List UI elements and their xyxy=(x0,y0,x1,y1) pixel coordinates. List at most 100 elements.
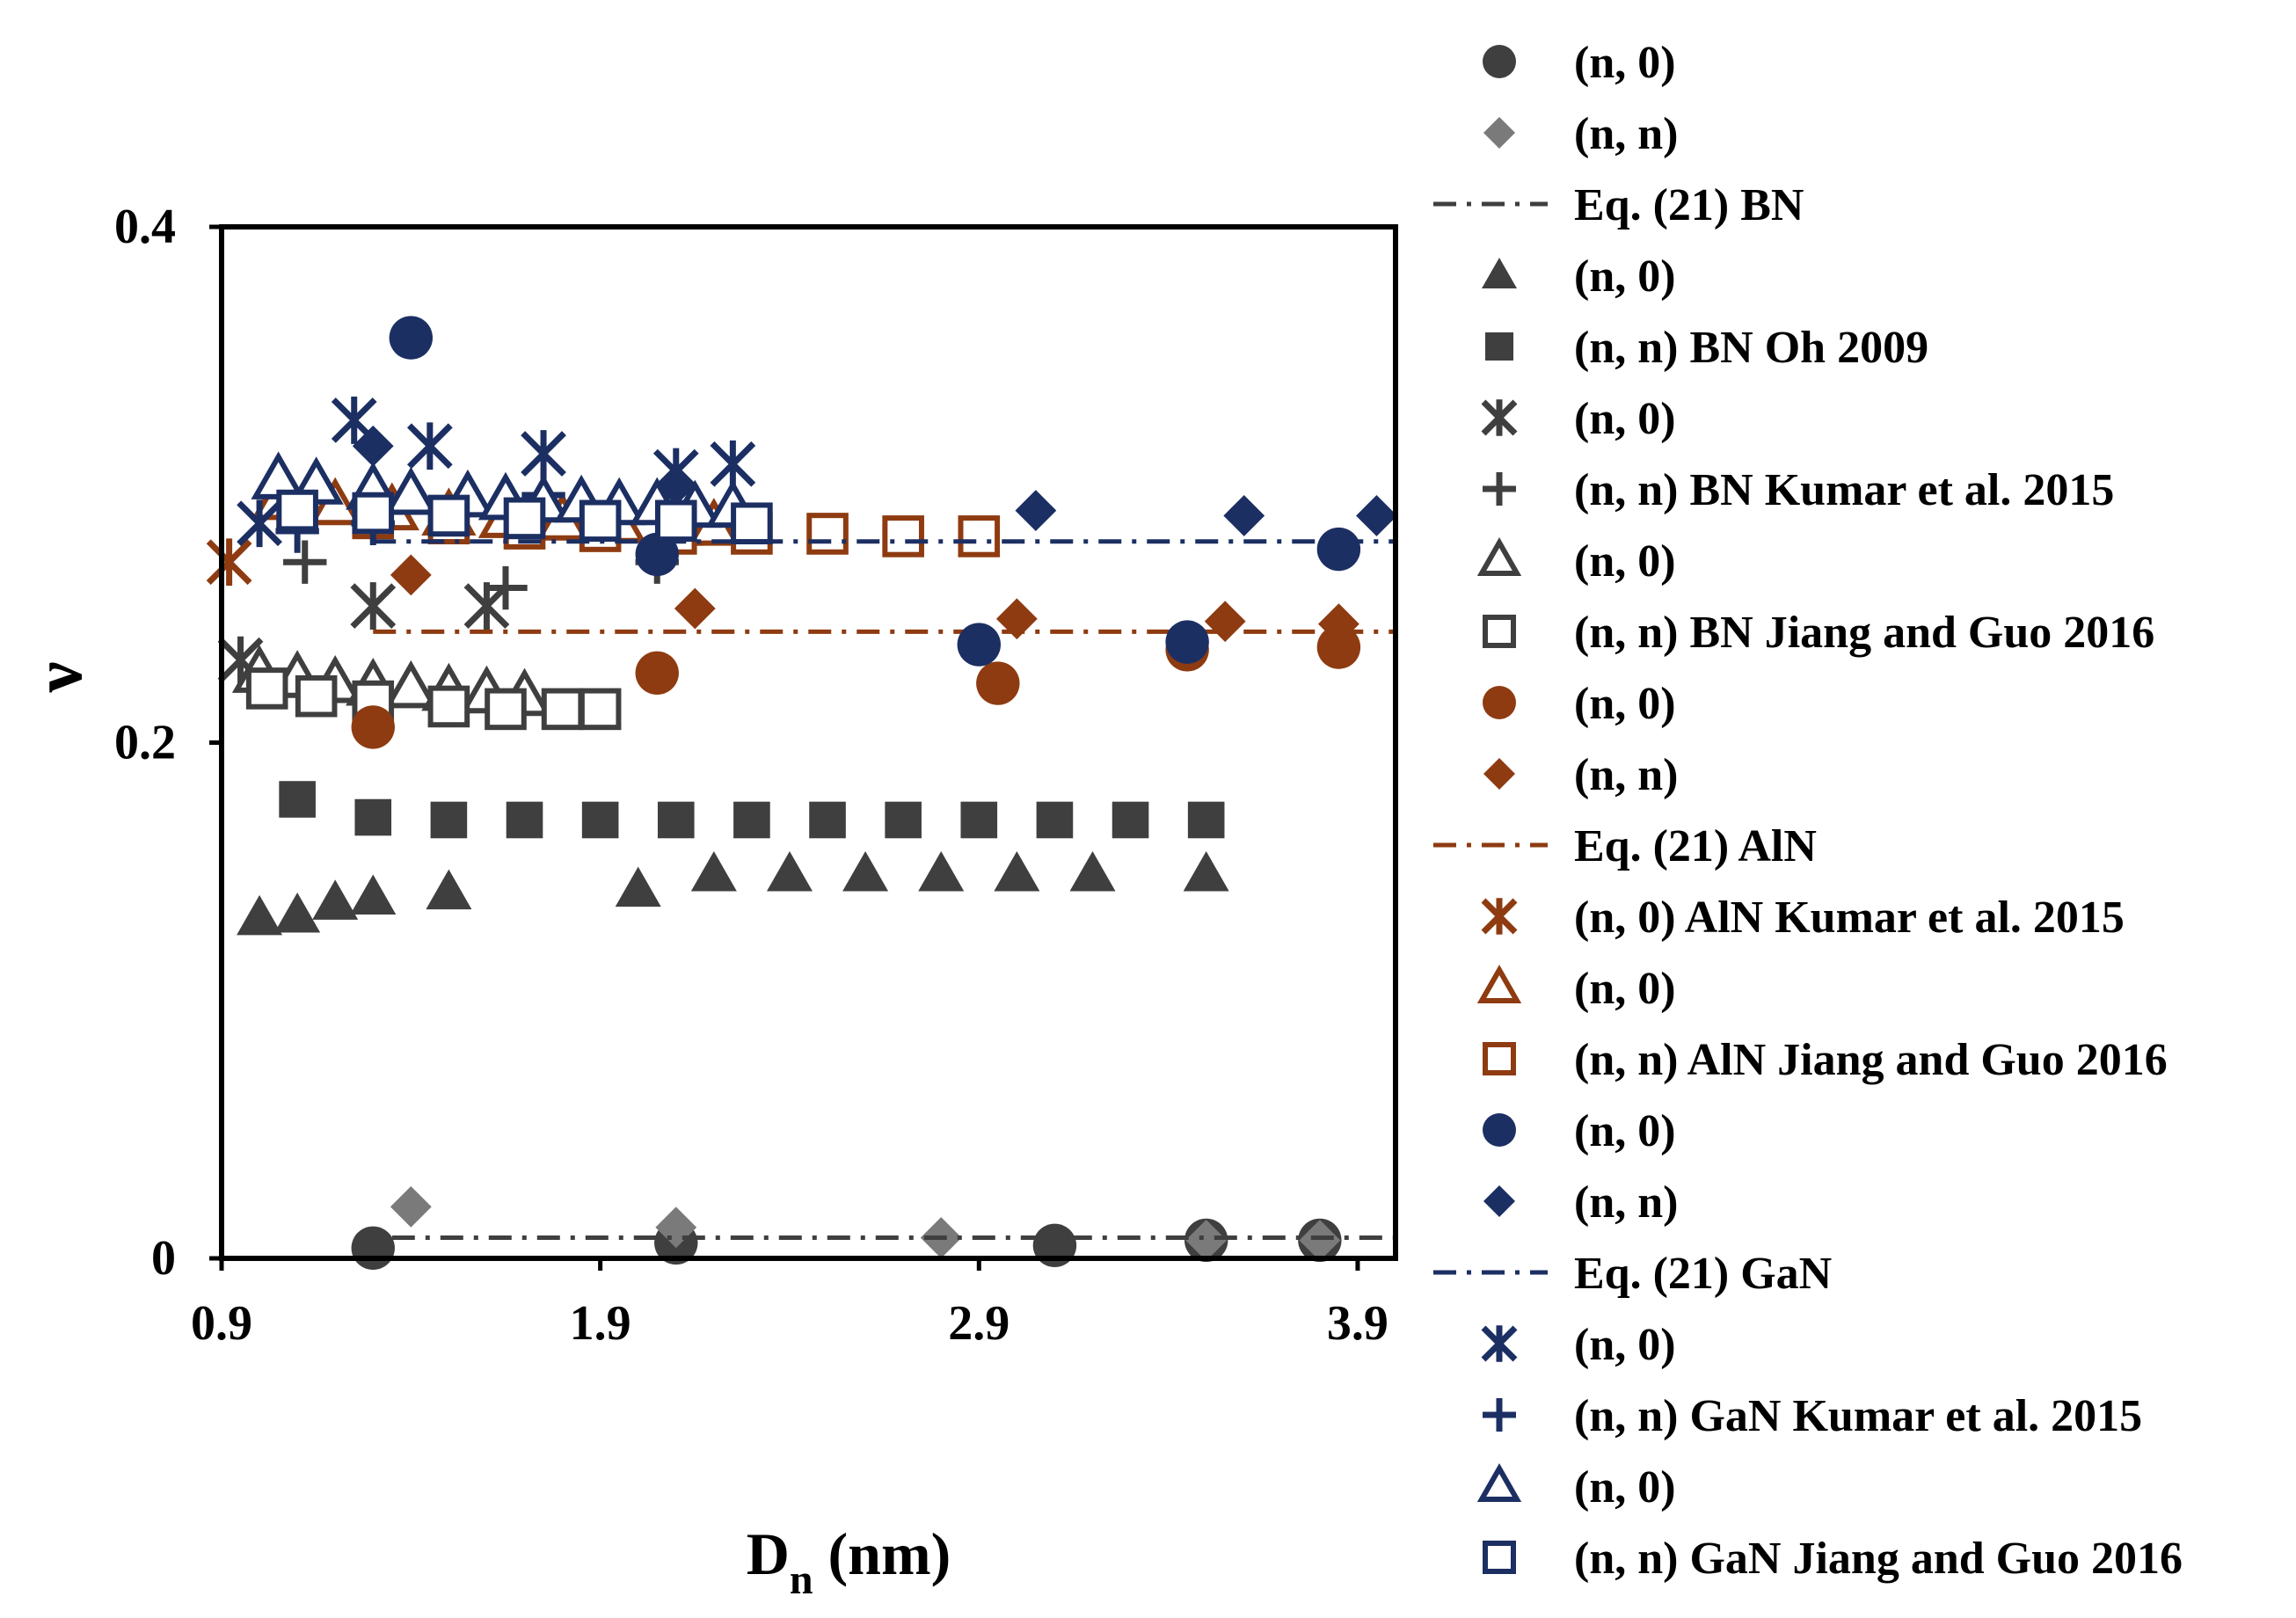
data-point xyxy=(541,688,584,731)
legend-entry: (n, 0) xyxy=(1483,1106,1676,1156)
data-point xyxy=(1069,851,1116,892)
legend-label: (n, 0) xyxy=(1574,1106,1676,1156)
data-point xyxy=(960,801,998,839)
data-point xyxy=(283,540,327,584)
plot-marks xyxy=(206,316,1397,1270)
series-21 xyxy=(276,489,773,545)
legend-marker xyxy=(1483,615,1516,648)
data-point xyxy=(1187,801,1225,839)
data-point xyxy=(521,430,566,477)
legend-entry: (n, 0) AlN Kumar et al. 2015 xyxy=(1481,893,2125,943)
x-axis-title-subscript: n xyxy=(790,1556,813,1603)
y-axis-title: ν xyxy=(19,662,96,694)
legend-marker xyxy=(1476,1462,1522,1502)
data-point xyxy=(958,515,1001,558)
legend-entry: (n, n) BN Jiang and Guo 2016 xyxy=(1483,608,2154,658)
legend-label: (n, n) GaN Jiang and Guo 2016 xyxy=(1574,1534,2183,1584)
legend-entry: (n, n) BN Oh 2009 xyxy=(1485,323,1928,373)
data-point xyxy=(809,801,846,839)
series-9 xyxy=(351,625,1361,749)
data-point xyxy=(690,851,737,892)
legend-marker xyxy=(1483,686,1516,719)
data-point xyxy=(503,497,546,540)
data-point xyxy=(427,685,470,728)
data-point xyxy=(383,660,439,709)
y-tick-label: 0 xyxy=(151,1231,176,1286)
legend-label: (n, 0) xyxy=(1574,1462,1676,1512)
data-point xyxy=(390,1185,432,1228)
legend-entry: (n, n) GaN Kumar et al. 2015 xyxy=(1483,1391,2142,1441)
legend-label: (n, 0) AlN Kumar et al. 2015 xyxy=(1574,893,2125,943)
data-point xyxy=(352,492,395,535)
legend-entry: (n, 0) xyxy=(1476,964,1676,1014)
data-point xyxy=(806,513,849,555)
legend-marker xyxy=(1483,472,1516,506)
data-point xyxy=(1356,495,1397,536)
data-point xyxy=(615,866,661,907)
data-point xyxy=(1223,495,1265,536)
legend-label: (n, n) BN Oh 2009 xyxy=(1574,323,1928,373)
data-point xyxy=(312,879,359,920)
data-point xyxy=(1183,851,1229,892)
data-point xyxy=(237,894,283,936)
data-point xyxy=(674,587,716,630)
data-point xyxy=(994,851,1040,892)
legend-label: (n, 0) xyxy=(1574,251,1676,302)
series-4 xyxy=(279,781,1225,839)
data-point xyxy=(731,502,773,545)
data-point xyxy=(352,425,394,467)
data-point xyxy=(657,801,695,839)
series-10 xyxy=(390,554,1359,645)
data-point xyxy=(579,688,622,731)
legend-entry: (n, n) xyxy=(1483,1177,1678,1228)
data-point xyxy=(1036,801,1074,839)
legend-entry: (n, 0) xyxy=(1481,394,1676,444)
axis-ticks: 0.9 1.9 2.9 3.9 0 0.2 0.4 xyxy=(114,200,1389,1351)
data-point xyxy=(237,499,282,548)
data-point xyxy=(351,705,395,749)
data-point xyxy=(331,397,377,444)
data-point xyxy=(389,316,434,360)
legend: (n, 0) (n, n) Eq. (21) BN (n, 0) (n, n) BN O… xyxy=(1433,38,2183,1584)
legend-entry: (n, 0) xyxy=(1476,536,1676,587)
data-point xyxy=(1316,625,1361,669)
data-point xyxy=(484,565,528,610)
data-point xyxy=(918,851,965,892)
data-point xyxy=(426,869,472,910)
legend-entry: Eq. (21) AlN xyxy=(1433,821,1817,871)
legend-marker xyxy=(1483,45,1516,78)
legend-marker xyxy=(1476,964,1522,1003)
legend-label: (n, n) AlN Jiang and Guo 2016 xyxy=(1574,1035,2168,1085)
legend-entry: (n, 0) xyxy=(1483,38,1676,88)
legend-label: (n, n) xyxy=(1574,109,1678,159)
x-tick-label: 0.9 xyxy=(191,1296,252,1351)
legend-marker xyxy=(1483,1541,1516,1574)
series-12 xyxy=(206,538,252,587)
legend-entry: (n, 0) xyxy=(1481,1320,1676,1370)
legend-marker xyxy=(1481,399,1518,436)
data-point xyxy=(279,781,316,818)
data-point xyxy=(1318,603,1359,645)
legend-marker xyxy=(1483,117,1515,149)
data-point xyxy=(1299,1220,1341,1261)
legend-marker xyxy=(1485,332,1513,361)
legend-marker xyxy=(1476,536,1522,576)
data-point xyxy=(654,499,697,543)
data-point xyxy=(1185,1220,1228,1261)
data-point xyxy=(579,499,622,543)
legend-entry: Eq. (21) BN xyxy=(1433,180,1804,230)
legend-label: (n, 0) xyxy=(1574,964,1676,1014)
legend-label: (n, 0) xyxy=(1574,679,1676,729)
data-point xyxy=(733,801,770,839)
data-point xyxy=(350,582,397,630)
data-point xyxy=(842,851,889,892)
legend-marker xyxy=(1482,258,1517,288)
legend-entry: (n, n) GaN Jiang and Guo 2016 xyxy=(1483,1534,2183,1584)
data-point xyxy=(1112,801,1149,839)
series-8 xyxy=(245,667,622,731)
data-point xyxy=(652,448,699,496)
data-point xyxy=(506,801,543,839)
legend-label: (n, 0) xyxy=(1574,394,1676,444)
legend-entry: (n, 0) xyxy=(1483,679,1676,729)
